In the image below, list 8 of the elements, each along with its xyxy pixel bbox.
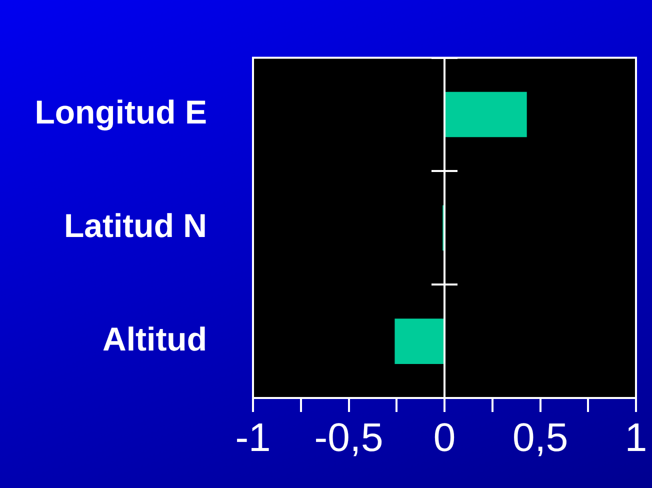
x-tick-label: -1	[235, 416, 271, 460]
x-tick-label: 0,5	[512, 416, 568, 460]
y-tick-label: Longitud E	[34, 94, 207, 131]
y-tick-label: Altitud	[102, 320, 207, 358]
y-tick-label: Latitud N	[64, 206, 207, 244]
x-tick-label: -0,5	[314, 416, 384, 460]
x-tick-label: 0	[433, 416, 456, 460]
x-tick-label: 1	[624, 416, 648, 460]
